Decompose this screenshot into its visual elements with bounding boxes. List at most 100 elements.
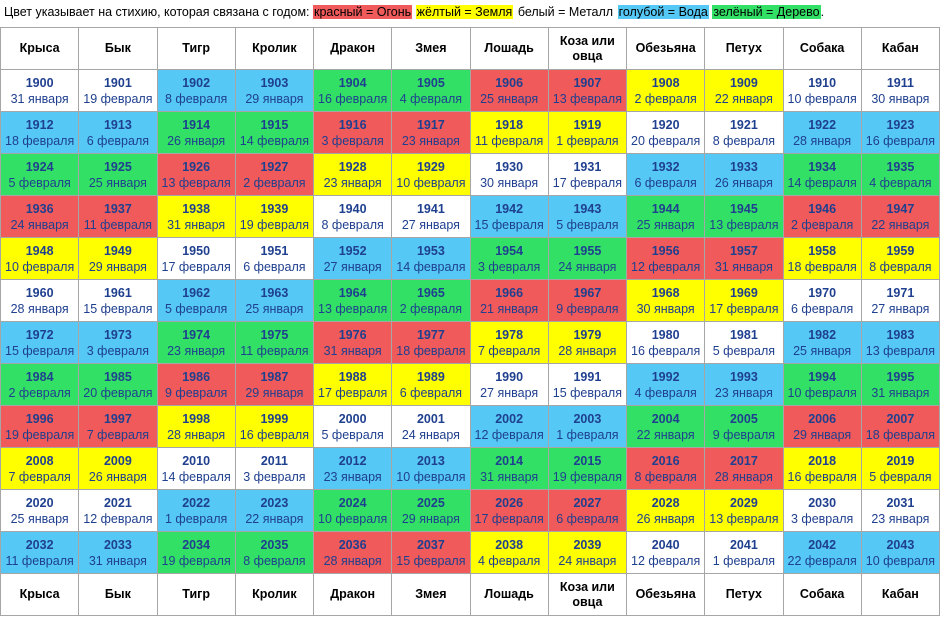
- year-value: 1920: [651, 117, 680, 132]
- year-start-date: 2 февраля: [8, 385, 71, 400]
- animal-header-2: Тигр: [156, 573, 236, 616]
- year-cell: 2040 12 февраля: [625, 531, 706, 574]
- year-cell: 2041 1 февраля: [704, 531, 784, 574]
- table-row: 2020 25 января 2021 12 февраля 2022 1 февраля…: [0, 489, 940, 532]
- year-start-date: 10 февраля: [865, 553, 935, 568]
- year-cell: 2027 6 февраля: [547, 489, 628, 532]
- year-start-date: 18 февраля: [5, 133, 75, 148]
- year-start-date: 28 января: [714, 469, 773, 484]
- year-start-date: 31 января: [480, 469, 539, 484]
- year-start-date: 26 января: [714, 175, 773, 190]
- year-start-date: 2 февраля: [243, 175, 306, 190]
- header-row-bottom: Крыса Бык Тигр Кролик Дракон Змея Лошадь Коза и…: [0, 573, 940, 616]
- year-cell: 1905 4 февраля: [391, 69, 471, 112]
- year-start-date: 19 февраля: [239, 217, 309, 232]
- year-cell: 1914 26 января: [156, 111, 236, 154]
- year-cell: 2032 11 февраля: [0, 531, 80, 574]
- year-start-date: 27 января: [401, 217, 460, 232]
- year-value: 1976: [338, 327, 367, 342]
- year-start-date: 16 февраля: [787, 469, 857, 484]
- animal-header-4: Дракон: [312, 573, 393, 616]
- year-cell: 2011 3 февраля: [234, 447, 315, 490]
- year-start-date: 4 февраля: [634, 385, 697, 400]
- year-start-date: 18 февраля: [787, 259, 857, 274]
- year-start-date: 19 февраля: [83, 91, 153, 106]
- year-value: 1979: [573, 327, 602, 342]
- year-value: 1960: [25, 285, 54, 300]
- year-cell: 2018 16 февраля: [782, 447, 862, 490]
- year-cell: 2026 17 февраля: [469, 489, 549, 532]
- year-value: 1925: [103, 159, 132, 174]
- year-value: 1995: [886, 369, 915, 384]
- year-start-date: 10 февраля: [396, 469, 466, 484]
- year-value: 1905: [416, 75, 445, 90]
- year-value: 1928: [338, 159, 367, 174]
- year-value: 1975: [260, 327, 289, 342]
- table-row: 1900 31 января 1901 19 февраля 1902 8 февраля…: [0, 69, 940, 112]
- year-cell: 1922 28 января: [782, 111, 862, 154]
- year-cell: 1903 29 января: [234, 69, 315, 112]
- year-start-date: 11 февраля: [5, 553, 74, 568]
- animal-header-3: Кролик: [234, 573, 315, 616]
- year-cell: 1909 22 января: [704, 69, 784, 112]
- year-start-date: 13 февраля: [318, 301, 388, 316]
- year-cell: 1948 10 февраля: [0, 237, 80, 280]
- year-cell: 1943 5 февраля: [547, 195, 628, 238]
- year-cell: 2042 22 февраля: [782, 531, 862, 574]
- year-cell: 1976 31 января: [312, 321, 393, 364]
- year-start-date: 9 февраля: [556, 301, 619, 316]
- year-start-date: 14 февраля: [161, 469, 231, 484]
- legend-fire: красный = Огонь: [313, 5, 413, 19]
- year-cell: 1952 27 января: [312, 237, 393, 280]
- year-cell: 1957 31 января: [704, 237, 784, 280]
- year-value: 1918: [495, 117, 524, 132]
- year-start-date: 5 февраля: [8, 175, 71, 190]
- animal-header-1: Бык: [78, 573, 158, 616]
- year-value: 1952: [338, 243, 367, 258]
- year-start-date: 27 января: [480, 385, 539, 400]
- year-cell: 2007 18 февраля: [860, 405, 940, 448]
- year-cell: 2008 7 февраля: [0, 447, 80, 490]
- year-start-date: 2 февраля: [634, 91, 697, 106]
- year-cell: 1971 27 января: [860, 279, 940, 322]
- year-value: 2029: [729, 495, 758, 510]
- year-start-date: 10 февраля: [787, 385, 857, 400]
- animal-header-3: Кролик: [234, 27, 315, 70]
- year-cell: 1985 20 февраля: [78, 363, 158, 406]
- year-cell: 1961 15 февраля: [78, 279, 158, 322]
- year-value: 1907: [573, 75, 602, 90]
- animal-header-5: Змея: [391, 27, 471, 70]
- year-start-date: 24 января: [10, 217, 69, 232]
- year-cell: 1993 23 января: [704, 363, 784, 406]
- animal-header-2: Тигр: [156, 27, 236, 70]
- year-value: 2031: [886, 495, 915, 510]
- year-cell: 1969 17 февраля: [704, 279, 784, 322]
- year-value: 2036: [338, 537, 367, 552]
- year-start-date: 24 января: [558, 259, 617, 274]
- year-cell: 1949 29 января: [78, 237, 158, 280]
- table-row: 1912 18 февраля 1913 6 февраля 1914 26 января…: [0, 111, 940, 154]
- year-value: 2000: [338, 411, 367, 426]
- year-value: 2017: [729, 453, 758, 468]
- year-value: 2015: [573, 453, 602, 468]
- year-value: 1970: [808, 285, 837, 300]
- year-value: 1917: [416, 117, 445, 132]
- year-start-date: 2 февраля: [399, 301, 463, 316]
- year-cell: 2019 5 февраля: [860, 447, 940, 490]
- year-value: 1914: [182, 117, 211, 132]
- legend-suffix: .: [820, 5, 825, 19]
- year-value: 1902: [182, 75, 211, 90]
- legend-water: голубой = Вода: [617, 5, 709, 19]
- year-cell: 1979 28 января: [547, 321, 628, 364]
- year-start-date: 6 февраля: [634, 175, 697, 190]
- year-start-date: 23 января: [167, 343, 226, 358]
- year-value: 1900: [25, 75, 54, 90]
- animal-header-9: Петух: [704, 573, 784, 616]
- year-value: 1924: [25, 159, 54, 174]
- year-value: 2034: [182, 537, 211, 552]
- year-start-date: 26 января: [88, 469, 147, 484]
- year-value: 1967: [573, 285, 602, 300]
- year-start-date: 19 февраля: [5, 427, 75, 442]
- year-start-date: 22 января: [245, 511, 304, 526]
- year-value: 1934: [808, 159, 837, 174]
